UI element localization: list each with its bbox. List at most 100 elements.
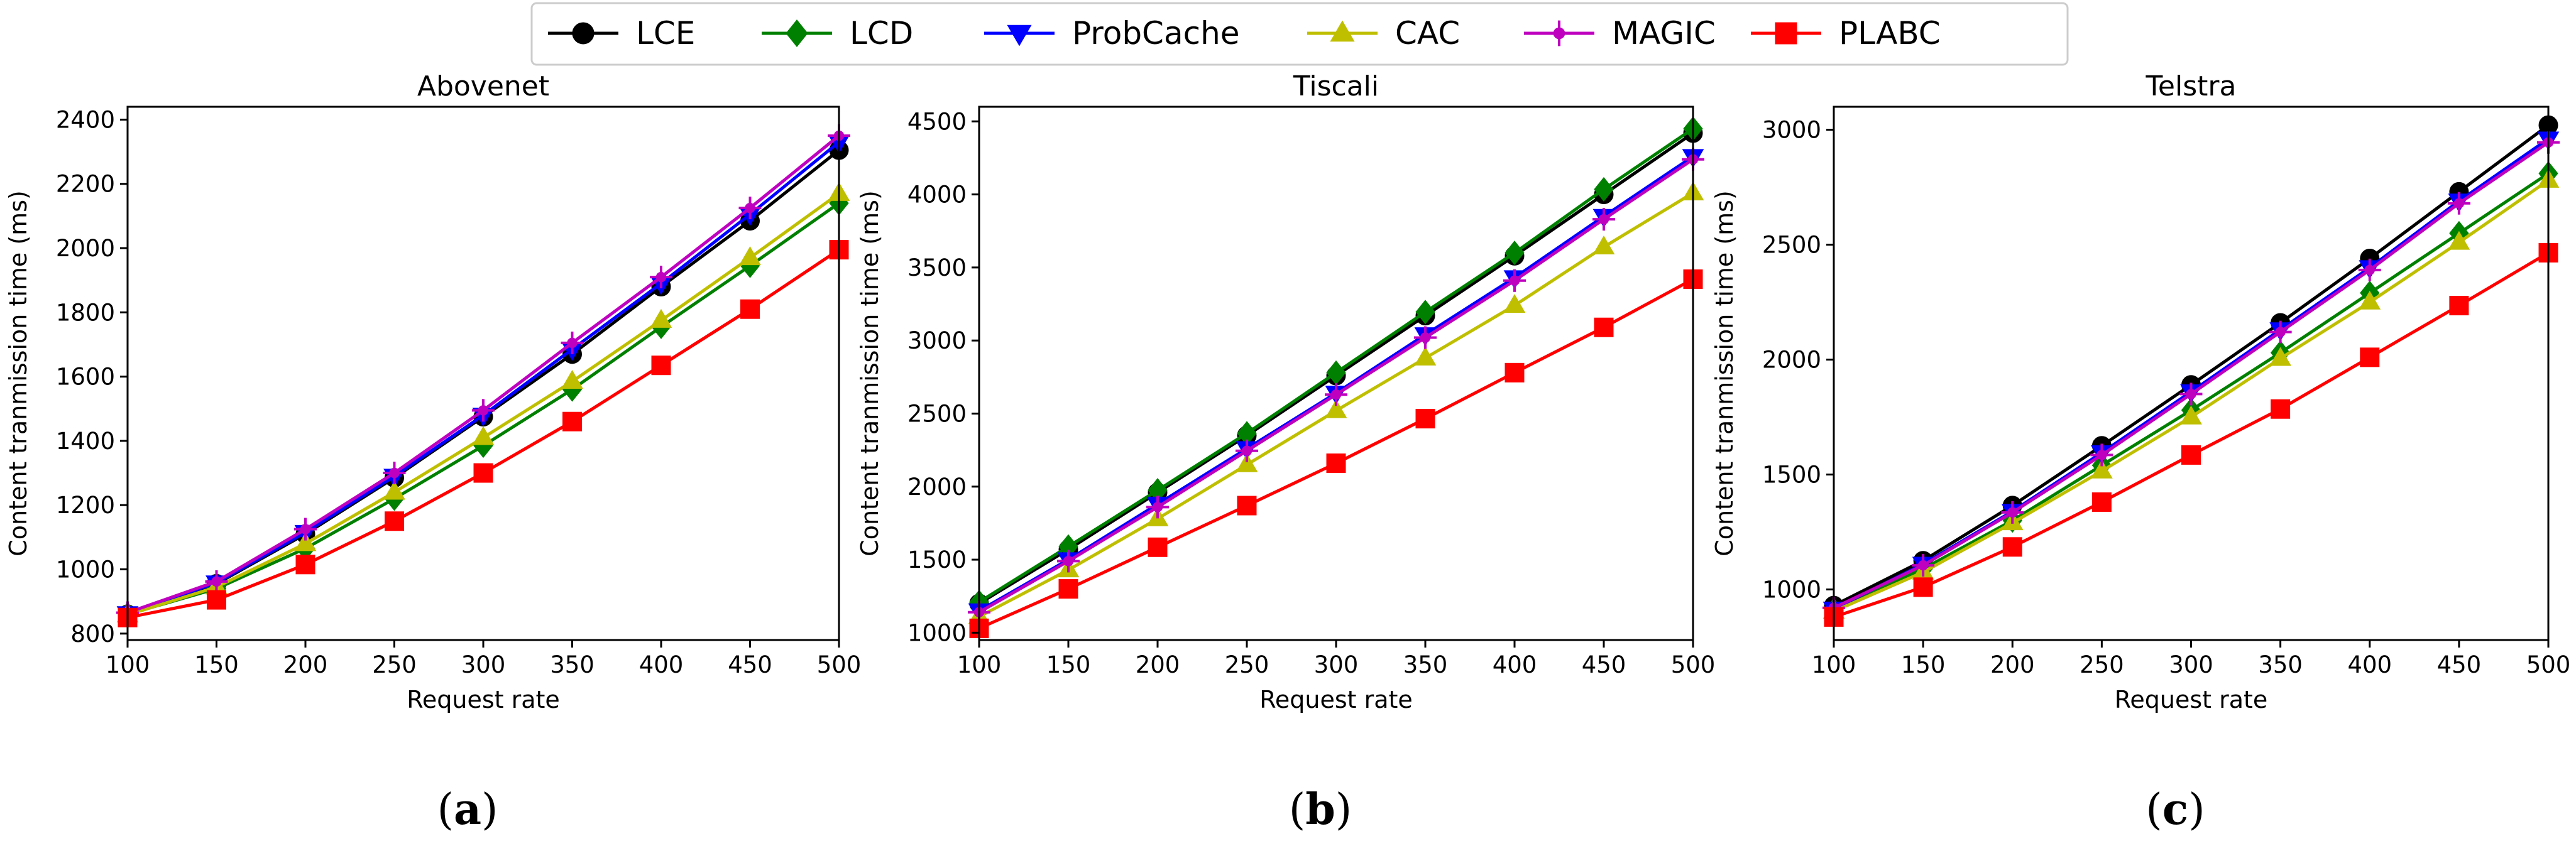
data-point bbox=[1237, 496, 1257, 516]
y-tick-label: 3000 bbox=[1762, 117, 1821, 144]
series-line bbox=[1833, 138, 2550, 610]
y-tick-label: 1800 bbox=[56, 299, 115, 326]
data-point bbox=[1414, 346, 1437, 366]
data-point bbox=[561, 331, 584, 354]
y-tick-label: 3000 bbox=[907, 327, 967, 354]
data-point bbox=[295, 555, 315, 575]
x-axis-label: Request rate bbox=[2115, 686, 2268, 713]
data-point bbox=[650, 308, 672, 328]
x-axis-label: Request rate bbox=[407, 686, 560, 713]
data-point bbox=[2179, 383, 2203, 406]
legend-marker-circle bbox=[572, 22, 595, 45]
series-plabc bbox=[1824, 242, 2558, 627]
legend-label: PLABC bbox=[1839, 15, 1941, 52]
x-tick-label: 200 bbox=[1990, 651, 2035, 678]
chart-panels: 100 150 200 250 300 350 400 450 500 800 1000 1200 14… bbox=[4, 70, 2570, 835]
x-axis-label: Request rate bbox=[1259, 686, 1413, 713]
x-tick-label: 350 bbox=[1403, 651, 1448, 678]
chart-title: Abovenet bbox=[417, 70, 549, 102]
data-point bbox=[1148, 537, 1168, 557]
data-point bbox=[1415, 409, 1435, 429]
data-point bbox=[2180, 405, 2202, 425]
legend-item-lcd: LCD bbox=[762, 15, 913, 52]
data-point bbox=[383, 480, 405, 500]
series-line bbox=[127, 141, 840, 616]
data-point bbox=[562, 411, 582, 431]
legend-marker-tri-up bbox=[1330, 20, 1355, 42]
data-point bbox=[385, 511, 404, 531]
data-point bbox=[1236, 453, 1258, 472]
data-point bbox=[472, 399, 495, 422]
data-point bbox=[2358, 258, 2381, 281]
x-tick-label: 300 bbox=[461, 651, 506, 678]
data-point bbox=[2091, 459, 2113, 479]
series-magic bbox=[116, 124, 850, 624]
data-point bbox=[1594, 176, 1614, 202]
data-point bbox=[1325, 383, 1347, 406]
data-point bbox=[2447, 192, 2470, 215]
y-tick-label: 1000 bbox=[56, 556, 115, 583]
subfigure-caption: (b) bbox=[1289, 784, 1352, 835]
y-tick-label: 2400 bbox=[56, 106, 115, 133]
y-tick-label: 1600 bbox=[56, 364, 115, 391]
x-tick-label: 400 bbox=[2347, 651, 2392, 678]
data-point bbox=[473, 463, 493, 483]
chart-telstra: 100 150 200 250 300 350 400 450 500 1000 1500 2000 2… bbox=[1711, 70, 2570, 835]
series-lce bbox=[1824, 115, 2558, 616]
x-tick-label: 200 bbox=[283, 651, 328, 678]
y-tick-label: 4500 bbox=[907, 108, 967, 135]
data-point bbox=[2271, 399, 2291, 419]
series-plabc bbox=[969, 269, 1703, 638]
x-tick-label: 350 bbox=[2258, 651, 2303, 678]
x-tick-label: 300 bbox=[1314, 651, 1359, 678]
y-tick-label: 1200 bbox=[56, 492, 115, 519]
data-point bbox=[651, 355, 671, 376]
subfigure-caption: (a) bbox=[437, 784, 498, 835]
data-point bbox=[2001, 501, 2024, 524]
x-tick-label: 150 bbox=[1046, 651, 1091, 678]
x-tick-label: 500 bbox=[817, 651, 862, 678]
y-tick-label: 1500 bbox=[1762, 462, 1821, 489]
data-point bbox=[1592, 236, 1615, 255]
x-tick-label: 450 bbox=[2437, 651, 2482, 678]
y-tick-label: 1000 bbox=[1762, 576, 1821, 603]
series-line bbox=[1833, 124, 2550, 607]
y-tick-label: 1500 bbox=[907, 546, 967, 573]
data-point bbox=[472, 426, 495, 445]
data-point bbox=[294, 532, 317, 551]
x-tick-label: 250 bbox=[372, 651, 417, 678]
data-point bbox=[2269, 347, 2291, 366]
data-point bbox=[205, 570, 228, 593]
legend-marker-tri-down bbox=[1007, 24, 1032, 46]
x-tick-label: 250 bbox=[2080, 651, 2124, 678]
data-point bbox=[2091, 492, 2112, 512]
data-point bbox=[1592, 208, 1615, 231]
data-point bbox=[294, 518, 317, 541]
series-lcd bbox=[969, 116, 1703, 615]
plot-frame bbox=[126, 106, 840, 641]
data-point bbox=[2448, 231, 2470, 250]
y-tick-label: 4000 bbox=[907, 182, 967, 209]
x-tick-label: 500 bbox=[2526, 651, 2571, 678]
data-point bbox=[738, 197, 762, 220]
x-tick-label: 300 bbox=[2169, 651, 2213, 678]
data-point bbox=[2359, 290, 2381, 310]
x-tick-label: 150 bbox=[1901, 651, 1946, 678]
legend-marker-square bbox=[1775, 22, 1797, 45]
data-point bbox=[1503, 294, 1526, 313]
y-axis-label: Content tranmission time (ms) bbox=[1711, 190, 1738, 556]
chart-tiscali: 100 150 200 250 300 350 400 450 500 1000 1500 2000 2… bbox=[856, 70, 1715, 835]
data-point bbox=[739, 246, 761, 266]
data-point bbox=[1594, 317, 1614, 337]
series-line bbox=[1833, 141, 2550, 610]
series-line bbox=[127, 149, 840, 616]
chart-abovenet: 100 150 200 250 300 350 400 450 500 800 1000 1200 14… bbox=[4, 70, 861, 835]
legend-marker-diamond bbox=[786, 19, 808, 48]
chart-title: Tiscali bbox=[1293, 70, 1379, 102]
y-axis-label: Content tranmission time (ms) bbox=[4, 190, 32, 556]
y-tick-label: 1000 bbox=[907, 619, 967, 646]
y-tick-label: 2500 bbox=[907, 400, 967, 427]
data-point bbox=[561, 370, 583, 389]
x-tick-label: 100 bbox=[957, 651, 1002, 678]
series-magic bbox=[1822, 131, 2560, 619]
